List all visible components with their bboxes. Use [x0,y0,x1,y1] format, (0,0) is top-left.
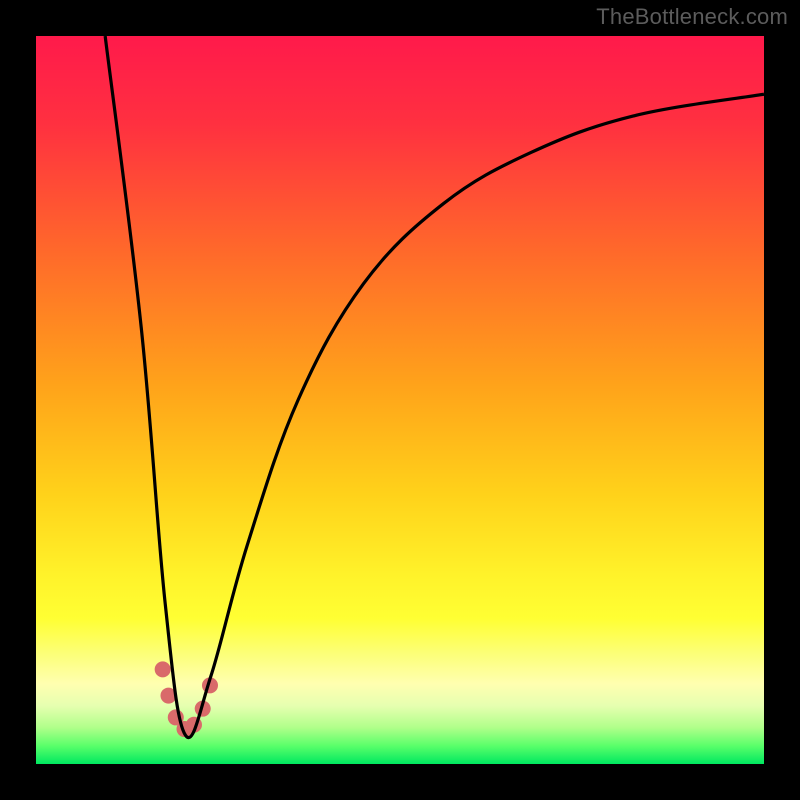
watermark-text: TheBottleneck.com [596,4,788,30]
chart-svg [36,36,764,764]
gradient-background [36,36,764,764]
plot-area [36,36,764,764]
marker-dot [155,661,171,677]
chart-frame: TheBottleneck.com [0,0,800,800]
